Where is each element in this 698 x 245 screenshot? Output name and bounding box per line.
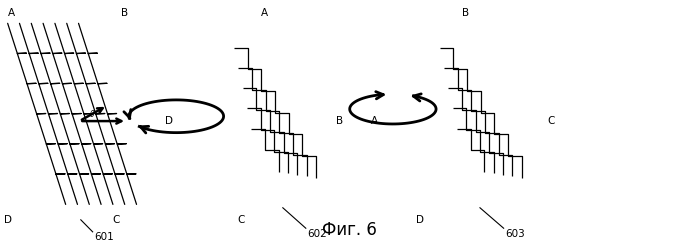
Text: D: D: [416, 215, 424, 225]
Text: $\theta$: $\theta$: [89, 108, 96, 119]
Text: C: C: [237, 215, 245, 225]
Text: A: A: [8, 8, 15, 18]
Text: B: B: [336, 116, 343, 126]
Text: 603: 603: [505, 229, 525, 239]
Text: A: A: [260, 8, 267, 18]
Text: C: C: [547, 116, 555, 126]
Text: 601: 601: [94, 232, 114, 242]
Text: B: B: [121, 8, 128, 18]
Text: Фиг. 6: Фиг. 6: [322, 221, 376, 239]
Text: B: B: [463, 8, 470, 18]
Text: D: D: [4, 215, 12, 225]
Text: A: A: [371, 116, 378, 126]
Text: 602: 602: [307, 229, 327, 239]
Text: C: C: [112, 215, 119, 225]
Text: D: D: [165, 116, 174, 126]
